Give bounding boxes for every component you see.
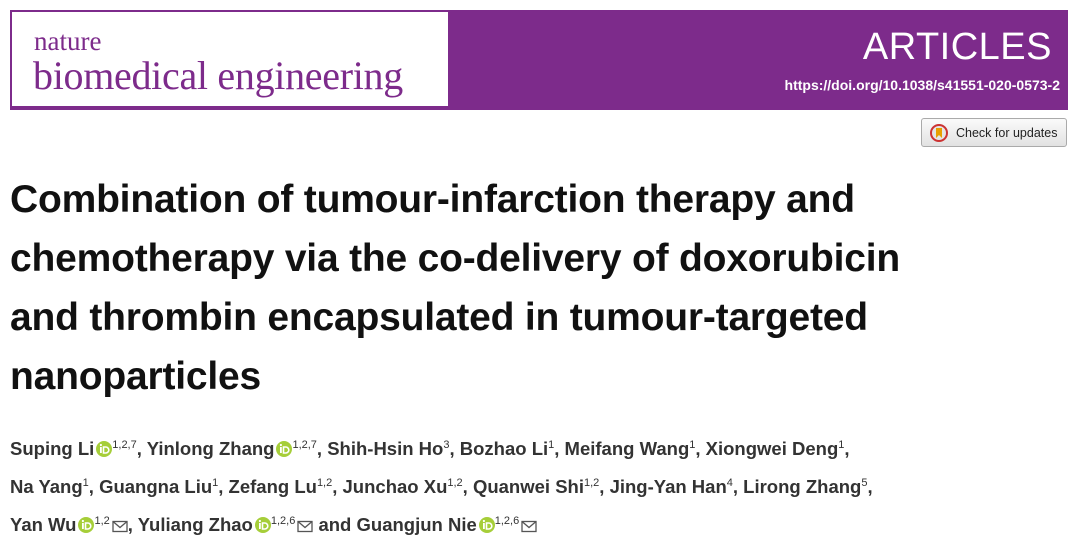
author-name[interactable]: Yinlong Zhang <box>146 438 275 459</box>
check-updates-button[interactable]: Check for updates <box>921 118 1067 147</box>
author-name[interactable]: Xiongwei Deng <box>705 438 839 459</box>
separator: , <box>316 438 323 459</box>
title-line: Combination of tumour-infarction therapy… <box>10 178 855 221</box>
separator: , <box>462 476 468 497</box>
affiliation: 1,2,7 <box>292 439 317 451</box>
author-name[interactable]: Yan Wu <box>10 514 77 535</box>
author-list: Suping Li 1,2,7, Yinlong Zhang 1,2,7, Shih… <box>10 428 873 542</box>
title-line: and thrombin encapsulated in tumour-targ… <box>10 296 868 339</box>
author-name[interactable]: Quanwei Shi <box>472 476 584 497</box>
affiliation: 1,2 <box>583 477 600 489</box>
author-name[interactable]: Na Yang <box>10 476 83 497</box>
orcid-icon[interactable] <box>254 517 271 533</box>
author-name[interactable]: Suping Li <box>10 438 95 459</box>
author-line: Suping Li 1,2,7, Yinlong Zhang 1,2,7, Shih… <box>10 428 873 466</box>
affiliation: 1 <box>82 477 89 489</box>
check-icon <box>930 123 948 142</box>
separator: , <box>554 438 560 459</box>
affiliation: 1,2 <box>94 515 110 527</box>
author-name[interactable]: Lirong Zhang <box>743 476 862 497</box>
author-name[interactable]: Guangjun Nie <box>356 514 477 535</box>
affiliation: 1,2 <box>447 477 463 489</box>
affiliation: 1,2,6 <box>270 515 296 527</box>
title-line: chemotherapy via the co-delivery of doxo… <box>10 237 900 280</box>
separator: , <box>88 476 94 497</box>
affiliation: 1,2,6 <box>494 515 520 527</box>
orcid-icon[interactable] <box>276 441 293 457</box>
author-name[interactable]: Jing-Yan Han <box>609 476 727 497</box>
orcid-icon[interactable] <box>96 441 113 457</box>
separator: , <box>127 514 133 535</box>
page: nature biomedical engineering ARTICLES h… <box>10 10 1068 535</box>
author-line: Na Yang1, Guangna Liu1, Zefang Lu1,2, Ju… <box>10 466 873 504</box>
orcid-icon[interactable] <box>478 517 495 533</box>
author-name[interactable]: Zefang Lu <box>228 476 317 497</box>
affiliation: 4 <box>726 477 733 489</box>
separator: , <box>332 476 338 497</box>
separator: , <box>218 476 224 497</box>
separator: , <box>136 438 142 459</box>
author-name[interactable]: Bozhao Li <box>459 438 549 459</box>
affiliation: 5 <box>861 477 868 489</box>
orcid-icon[interactable] <box>78 517 95 533</box>
author-name[interactable]: Shih-Hsin Ho <box>327 438 444 459</box>
separator: , <box>844 438 850 459</box>
journal-logo[interactable]: nature biomedical engineering <box>12 12 448 106</box>
separator: , <box>867 476 873 497</box>
affiliation: 1 <box>548 439 555 451</box>
journal-small: nature <box>34 26 102 56</box>
doi-link[interactable]: https://doi.org/10.1038/s41551-020-0573-… <box>784 77 1060 93</box>
journal-name: biomedical engineering <box>33 53 403 98</box>
author-name[interactable]: Guangna Liu <box>99 476 213 497</box>
affiliation: 1,2,7 <box>112 439 137 451</box>
author-name[interactable]: Meifang Wang <box>564 438 690 459</box>
affiliation: 1,2 <box>316 477 333 489</box>
email-icon[interactable] <box>521 520 537 533</box>
separator: , <box>732 476 739 497</box>
email-icon[interactable] <box>112 520 128 533</box>
check-updates-text: Check for updates <box>956 125 1058 140</box>
separator: , <box>449 438 455 459</box>
affiliation: 1 <box>212 477 219 489</box>
affiliation: 3 <box>443 439 450 451</box>
article-title: Combination of tumour-infarction therapy… <box>10 170 900 406</box>
separator: , <box>599 476 605 497</box>
affiliation: 1 <box>838 439 845 451</box>
author-name[interactable]: Junchao Xu <box>342 476 448 497</box>
author-name[interactable]: Yuliang Zhao <box>137 514 253 535</box>
author-name[interactable]: and <box>318 514 352 535</box>
affiliation: 1 <box>689 439 696 451</box>
author-line: Yan Wu 1,2, Yuliang Zhao 1,2,6 and Guangju… <box>10 504 873 542</box>
title-line: nanoparticles <box>10 355 261 398</box>
separator: , <box>695 438 701 459</box>
section-label: ARTICLES <box>862 26 1052 68</box>
email-icon[interactable] <box>297 520 313 533</box>
